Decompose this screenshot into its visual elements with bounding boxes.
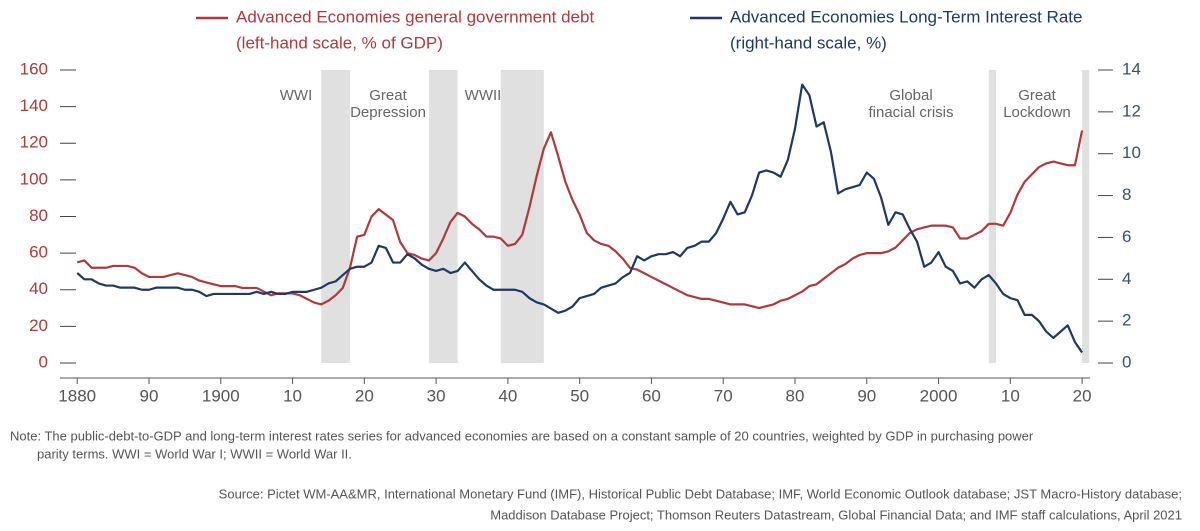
- y-tick-label: 20: [29, 316, 48, 335]
- legend-label: Advanced Economies general government de…: [236, 7, 594, 26]
- y-tick-label: 60: [29, 243, 48, 262]
- y2-tick-label: 6: [1122, 227, 1131, 246]
- y2-tick-label: 12: [1122, 101, 1141, 120]
- period-label: Great: [369, 87, 407, 104]
- shaded-period: [321, 70, 350, 363]
- period-label: Global: [889, 87, 932, 104]
- period-label: Great: [1018, 87, 1056, 104]
- y-tick-label: 80: [29, 206, 48, 225]
- x-tick-label: 1900: [202, 386, 240, 405]
- period-label: Depression: [350, 104, 426, 121]
- x-tick-label: 90: [857, 386, 876, 405]
- y-tick-label: 0: [39, 352, 48, 371]
- shaded-period: [1082, 70, 1090, 363]
- x-tick-label: 20: [1073, 386, 1092, 405]
- legend-label: Advanced Economies Long-Term Interest Ra…: [730, 7, 1082, 26]
- period-label: WWI: [280, 87, 312, 104]
- y2-tick-label: 8: [1122, 185, 1131, 204]
- period-label: WWII: [465, 87, 502, 104]
- y-tick-label: 120: [20, 133, 48, 152]
- y-tick-label: 40: [29, 279, 48, 298]
- x-tick-label: 1880: [58, 386, 96, 405]
- note: Note: The public-debt-to-GDP and long-te…: [10, 428, 1034, 443]
- period-label: Lockdown: [1003, 104, 1071, 121]
- x-tick-label: 20: [355, 386, 374, 405]
- y-tick-label: 140: [20, 96, 48, 115]
- source: Source: Pictet WM-AA&MR, International M…: [219, 486, 1182, 501]
- y2-tick-label: 4: [1122, 269, 1131, 288]
- x-tick-label: 90: [140, 386, 159, 405]
- legend-scale: (left-hand scale, % of GDP): [236, 33, 443, 52]
- x-tick-label: 40: [498, 386, 517, 405]
- x-tick-label: 10: [1001, 386, 1020, 405]
- note: parity terms. WWI = World War I; WWII = …: [37, 446, 352, 461]
- y-tick-label: 160: [20, 59, 48, 78]
- x-tick-label: 70: [714, 386, 733, 405]
- source: Maddison Database Project; Thomson Reute…: [490, 507, 1182, 522]
- x-tick-label: 10: [283, 386, 302, 405]
- shaded-period: [428, 70, 458, 363]
- x-tick-label: 30: [427, 386, 446, 405]
- y-tick-label: 100: [20, 169, 48, 188]
- shaded-period: [500, 70, 544, 363]
- period-label: finacial crisis: [868, 104, 953, 121]
- series-line: [76, 130, 1084, 310]
- x-tick-label: 2000: [920, 386, 958, 405]
- x-tick-label: 60: [642, 386, 661, 405]
- shaded-period: [988, 70, 996, 363]
- y2-tick-label: 10: [1122, 143, 1141, 162]
- y2-tick-label: 0: [1122, 352, 1131, 371]
- y2-tick-label: 14: [1122, 59, 1141, 78]
- y2-tick-label: 2: [1122, 311, 1131, 330]
- series-line: [76, 83, 1084, 354]
- legend-scale: (right-hand scale, %): [730, 33, 887, 52]
- x-tick-label: 80: [786, 386, 805, 405]
- x-tick-label: 50: [570, 386, 589, 405]
